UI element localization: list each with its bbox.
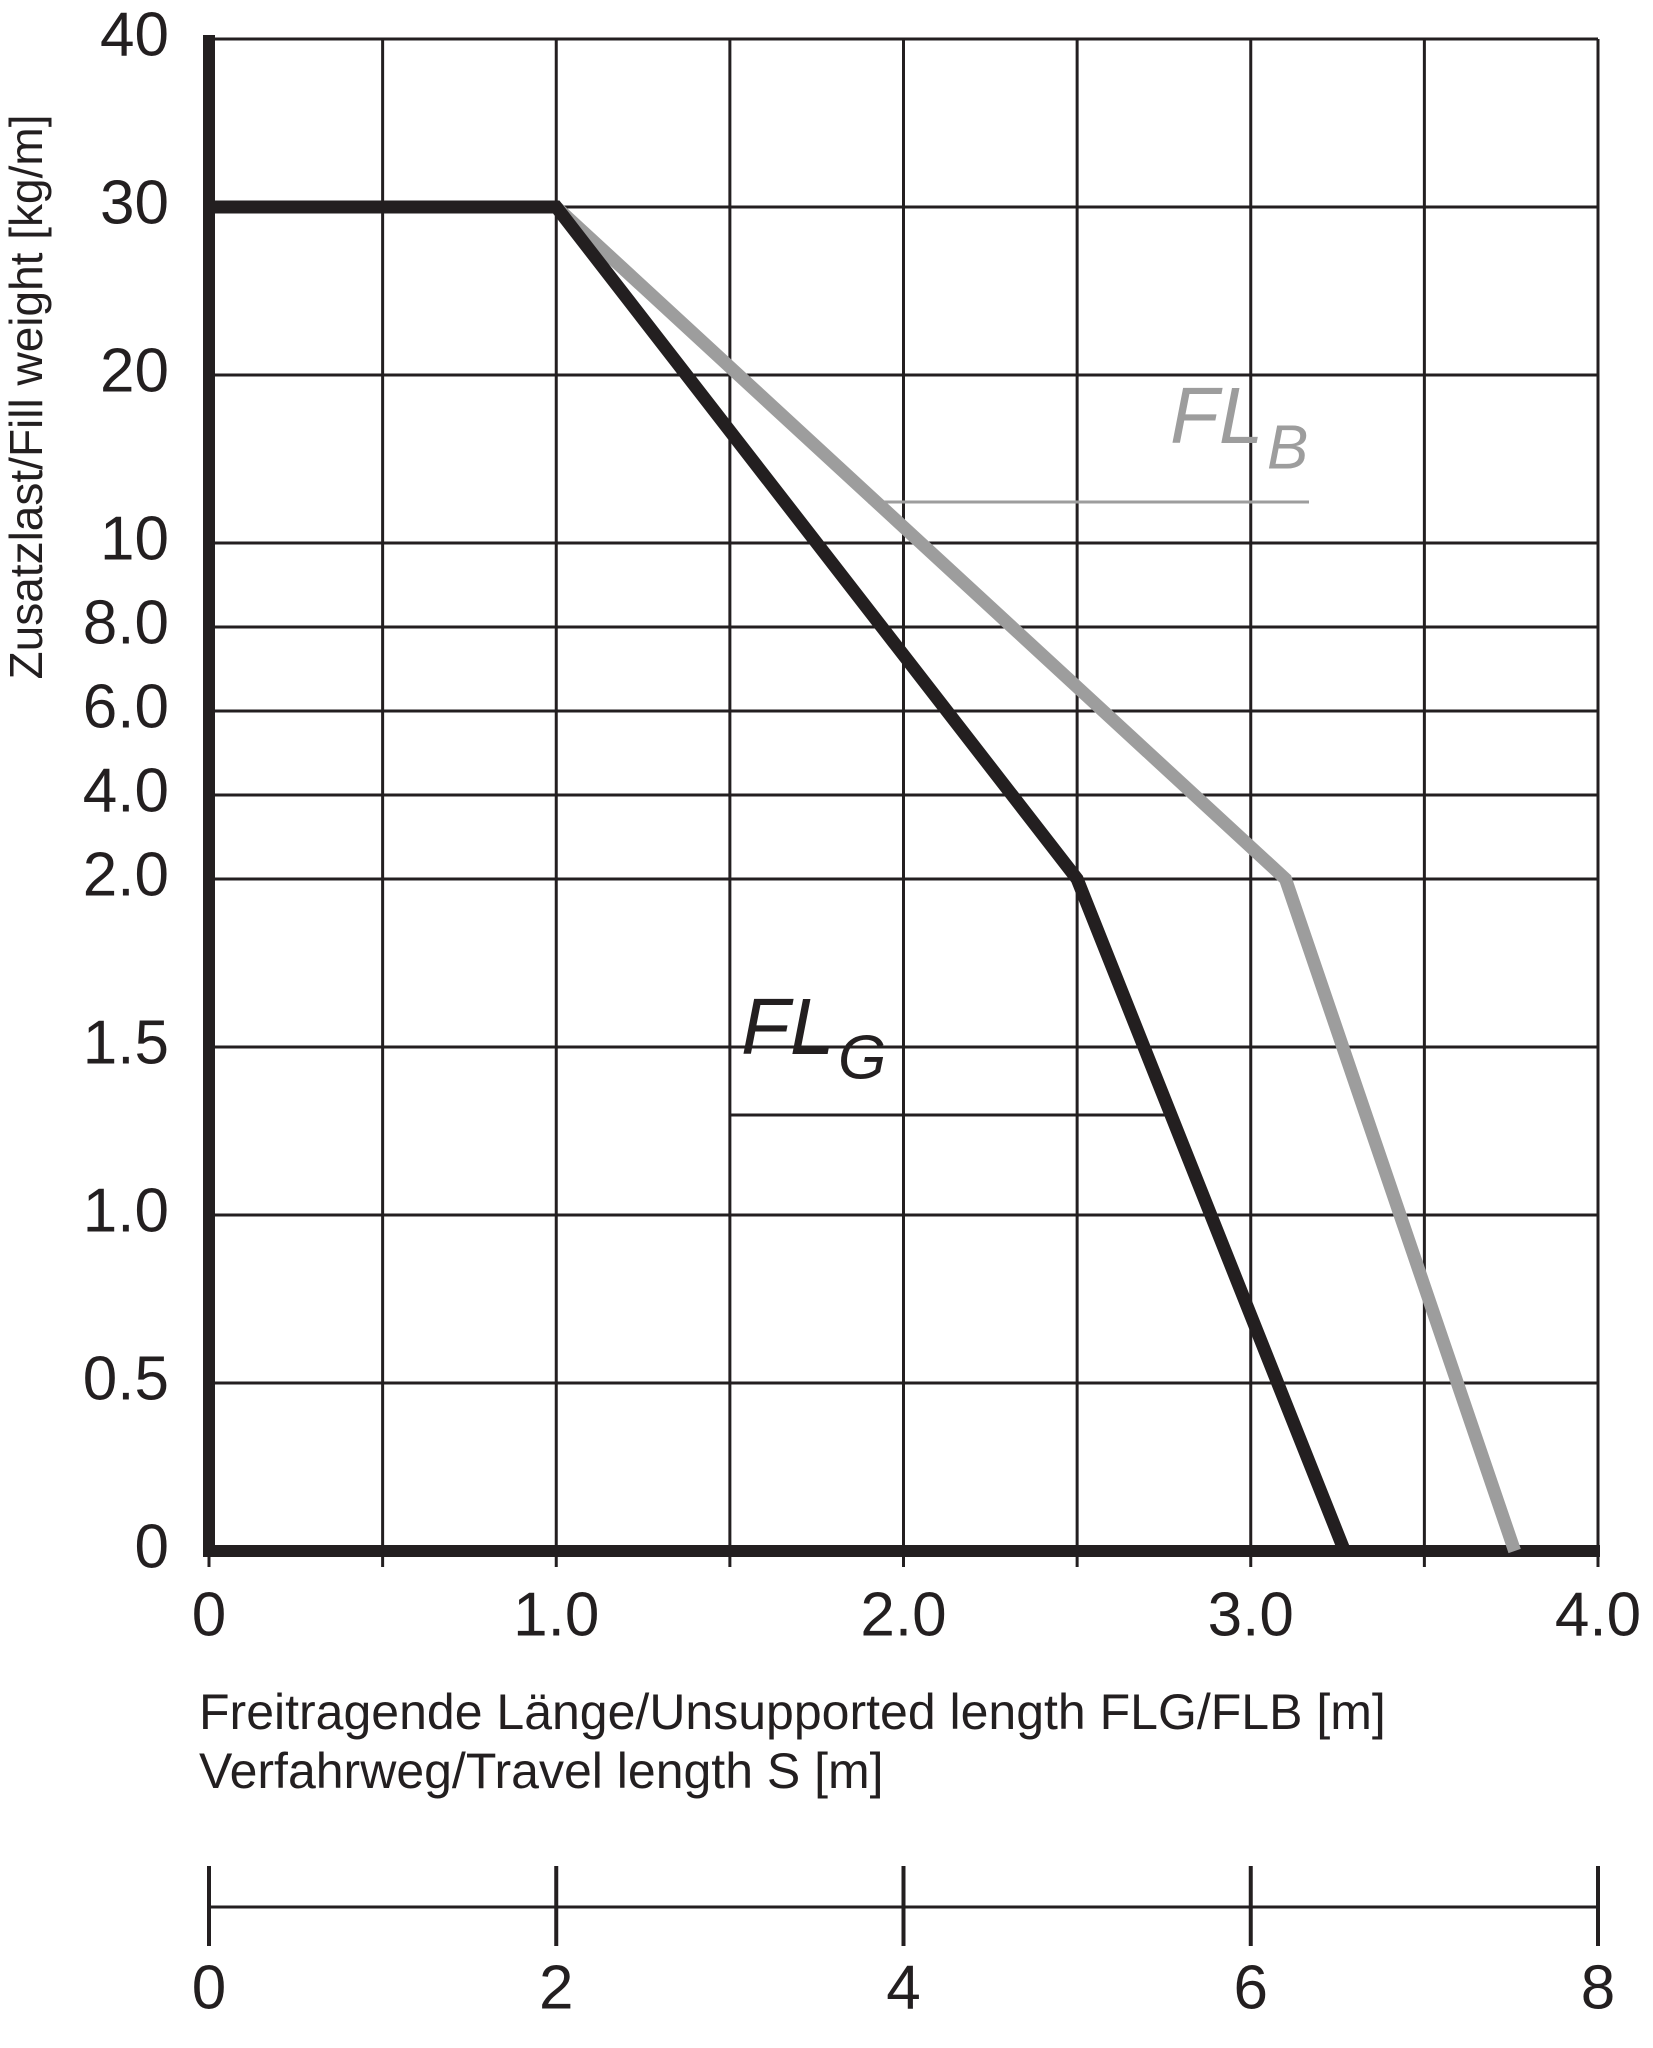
y-tick-label: 1.0: [83, 1176, 169, 1245]
x-tick-label: 2.0: [860, 1580, 946, 1649]
y-tick-label: 20: [100, 336, 169, 405]
x2-tick-label: 0: [192, 1953, 226, 2022]
y-tick-label: 10: [100, 504, 169, 573]
x2-tick-label: 8: [1581, 1953, 1615, 2022]
x-axis-title: Freitragende Länge/Unsupported length FL…: [199, 1684, 1386, 1740]
annotation-label: FL: [741, 982, 834, 1071]
x2-tick-label: 2: [539, 1953, 573, 2022]
y-tick-label: 30: [100, 168, 169, 237]
y-tick-label: 1.5: [83, 1008, 169, 1077]
x-tick-label: 4.0: [1555, 1580, 1641, 1649]
y-tick-label: 4.0: [83, 756, 169, 825]
y-tick-label: 40: [100, 0, 169, 69]
y-tick-label: 8.0: [83, 588, 169, 657]
x-tick-label: 0: [192, 1580, 226, 1649]
y-axis-title: Zusatzlast/Fill weight [kg/m]: [0, 115, 52, 680]
y-tick-label: 0.5: [83, 1344, 169, 1413]
annotation-subscript: G: [838, 1023, 886, 1092]
annotation-subscript: B: [1267, 413, 1308, 482]
y-tick-label: 0: [135, 1512, 169, 1581]
y-tick-label: 6.0: [83, 672, 169, 741]
x2-axis-title: Verfahrweg/Travel length S [m]: [199, 1743, 884, 1799]
x2-tick-label: 6: [1234, 1953, 1268, 2022]
data-line: [209, 200, 1351, 1554]
annotation-label: FL: [1170, 371, 1263, 460]
x2-tick-label: 4: [886, 1953, 920, 2022]
x-tick-label: 1.0: [513, 1580, 599, 1649]
y-tick-label: 2.0: [83, 840, 169, 909]
data-line: [551, 202, 1521, 1554]
x-tick-label: 3.0: [1208, 1580, 1294, 1649]
